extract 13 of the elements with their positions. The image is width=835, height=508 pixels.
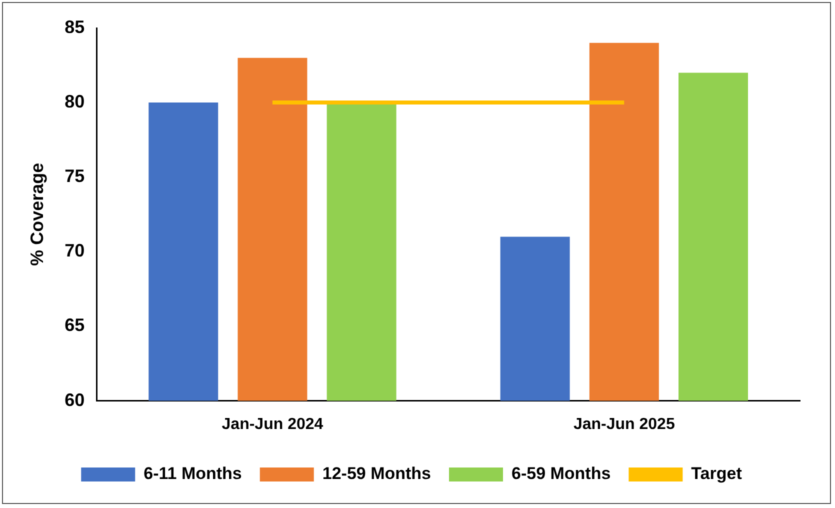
y-tick-label: 65 (64, 315, 85, 336)
legend-label: 6-11 Months (144, 464, 242, 484)
legend-label: 6-59 Months (512, 464, 611, 484)
y-tick-label: 70 (64, 240, 85, 261)
y-tick-label: 75 (64, 166, 85, 186)
legend-label: Target (691, 464, 742, 484)
x-tick-label: Jan-Jun 2025 (573, 416, 675, 433)
y-tick-label: 60 (64, 390, 85, 410)
y-axis-title: % Coverage (26, 162, 47, 266)
legend-label: 12-59 Months (322, 464, 432, 484)
y-tick-label: 85 (64, 16, 85, 37)
y-tick-label: 80 (64, 92, 85, 112)
x-tick-label: Jan-Jun 2024 (222, 416, 324, 433)
